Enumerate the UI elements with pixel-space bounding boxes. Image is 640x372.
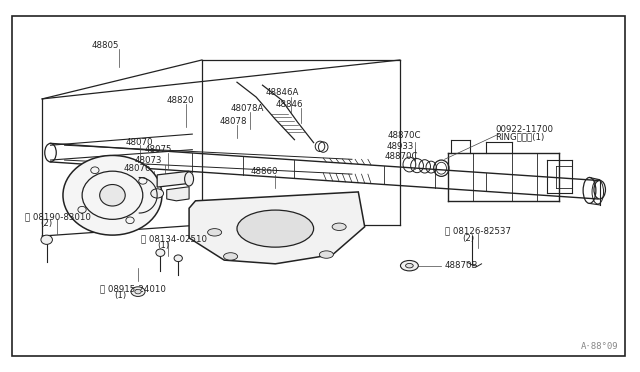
Polygon shape <box>167 187 189 201</box>
Text: 48846: 48846 <box>275 100 303 109</box>
Ellipse shape <box>100 185 125 206</box>
Text: Ⓠ 08915-24010: Ⓠ 08915-24010 <box>100 285 166 294</box>
Text: (2): (2) <box>40 219 52 228</box>
Text: A·88°09: A·88°09 <box>581 342 619 351</box>
Text: 48846A: 48846A <box>266 88 299 97</box>
Text: (1): (1) <box>115 291 127 300</box>
Text: 48870B: 48870B <box>445 261 478 270</box>
Text: 48820: 48820 <box>167 96 194 105</box>
Text: 48933: 48933 <box>387 142 414 151</box>
Text: 48075: 48075 <box>145 145 172 154</box>
Ellipse shape <box>82 171 143 219</box>
Ellipse shape <box>223 253 237 260</box>
Ellipse shape <box>91 167 99 174</box>
Ellipse shape <box>151 189 164 198</box>
Text: 48076: 48076 <box>124 164 152 173</box>
Text: (2): (2) <box>463 234 474 243</box>
Text: RINGリング(1): RINGリング(1) <box>495 132 545 141</box>
Ellipse shape <box>63 155 162 235</box>
Ellipse shape <box>184 172 193 186</box>
Polygon shape <box>189 192 365 264</box>
Ellipse shape <box>135 289 141 294</box>
Ellipse shape <box>332 223 346 231</box>
Text: 48870C: 48870C <box>385 152 418 161</box>
Ellipse shape <box>131 287 145 296</box>
Ellipse shape <box>156 249 165 256</box>
Ellipse shape <box>319 251 333 258</box>
Ellipse shape <box>237 210 314 247</box>
Polygon shape <box>157 171 189 187</box>
Text: 48078A: 48078A <box>230 104 264 113</box>
Text: 48805: 48805 <box>92 41 120 50</box>
Ellipse shape <box>207 229 221 236</box>
Ellipse shape <box>401 260 419 271</box>
Ellipse shape <box>41 235 52 244</box>
Ellipse shape <box>139 177 147 184</box>
Text: 48070: 48070 <box>126 138 154 147</box>
Text: 00922-11700: 00922-11700 <box>495 125 554 134</box>
Ellipse shape <box>126 217 134 224</box>
Ellipse shape <box>174 255 182 262</box>
Text: Ⓑ 08126-82537: Ⓑ 08126-82537 <box>445 227 511 236</box>
Text: (1): (1) <box>157 241 169 250</box>
Text: 48870C: 48870C <box>388 131 421 141</box>
Ellipse shape <box>406 263 413 268</box>
Text: 48860: 48860 <box>251 167 278 176</box>
Ellipse shape <box>78 206 86 213</box>
Text: Ⓑ 08134-02510: Ⓑ 08134-02510 <box>141 234 207 243</box>
Text: Ⓑ 08190-83010: Ⓑ 08190-83010 <box>25 212 91 221</box>
Text: 48078: 48078 <box>219 117 246 126</box>
Text: 48073: 48073 <box>135 156 163 165</box>
